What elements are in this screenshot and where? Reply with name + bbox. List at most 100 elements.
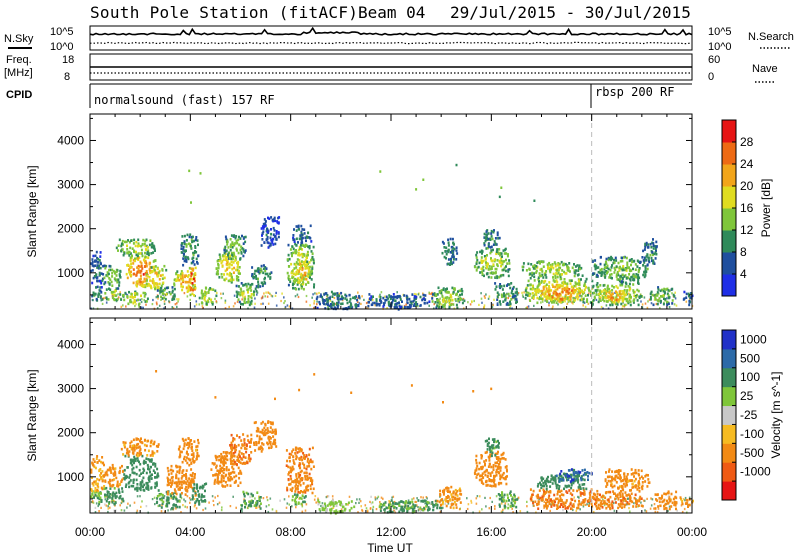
data-cell bbox=[341, 297, 344, 301]
data-cell bbox=[148, 468, 151, 471]
data-cell bbox=[313, 283, 316, 286]
data-cell bbox=[621, 256, 623, 260]
data-cell bbox=[129, 252, 132, 255]
data-cell bbox=[536, 261, 539, 265]
data-cell bbox=[644, 245, 647, 249]
data-cell bbox=[603, 266, 606, 270]
data-cell bbox=[516, 293, 519, 296]
data-cell bbox=[305, 455, 308, 458]
scatter-cell bbox=[318, 291, 320, 295]
data-cell bbox=[336, 306, 339, 310]
data-cell bbox=[627, 285, 630, 288]
data-cell bbox=[240, 282, 243, 285]
data-cell bbox=[191, 292, 194, 296]
data-cell bbox=[608, 257, 611, 260]
scatter-cell bbox=[478, 303, 480, 306]
data-cell bbox=[538, 297, 541, 301]
data-cell bbox=[226, 261, 229, 265]
data-cell bbox=[653, 262, 656, 265]
scatter-cell bbox=[221, 506, 223, 509]
data-cell bbox=[516, 290, 518, 294]
scatter-cell bbox=[123, 509, 126, 512]
scatter-cell bbox=[138, 305, 140, 308]
scatter-cell bbox=[446, 298, 448, 301]
data-cell bbox=[452, 303, 455, 306]
data-cell bbox=[616, 303, 619, 306]
data-cell bbox=[108, 287, 110, 291]
scatter-cell bbox=[183, 292, 186, 295]
data-cell bbox=[185, 469, 188, 472]
data-cell bbox=[143, 469, 146, 472]
station-title: South Pole Station (fitACF) bbox=[90, 3, 358, 22]
data-cell bbox=[475, 262, 478, 266]
data-cell bbox=[247, 439, 250, 442]
scatter-cell bbox=[577, 495, 579, 498]
data-cell bbox=[305, 263, 308, 266]
scatter-cell bbox=[184, 505, 186, 508]
data-cell bbox=[125, 272, 128, 276]
data-cell bbox=[664, 297, 667, 301]
data-cell bbox=[236, 241, 239, 245]
data-cell bbox=[573, 263, 575, 266]
data-cell bbox=[180, 247, 183, 250]
data-cell bbox=[446, 287, 448, 291]
data-cell bbox=[522, 262, 525, 265]
data-cell bbox=[286, 459, 289, 463]
data-cell bbox=[591, 279, 594, 283]
data-cell bbox=[255, 274, 257, 278]
data-cell bbox=[185, 443, 188, 446]
scatter-cell bbox=[288, 495, 290, 498]
data-cell bbox=[96, 484, 99, 487]
data-cell bbox=[272, 440, 275, 444]
data-cell bbox=[651, 259, 653, 263]
scatter-cell bbox=[519, 510, 522, 513]
data-cell bbox=[302, 252, 305, 256]
scatter-cell bbox=[639, 293, 642, 296]
scatter-cell bbox=[312, 293, 314, 296]
data-cell bbox=[242, 292, 245, 295]
scatter-cell bbox=[420, 496, 422, 499]
data-cell bbox=[176, 500, 179, 503]
data-cell bbox=[264, 272, 267, 276]
data-cell bbox=[298, 447, 301, 450]
data-cell bbox=[554, 262, 557, 266]
data-cell bbox=[90, 468, 93, 472]
data-cell bbox=[132, 484, 135, 488]
data-cell bbox=[194, 286, 197, 290]
data-cell bbox=[412, 304, 415, 307]
scatter-cell bbox=[260, 297, 263, 300]
data-cell bbox=[305, 488, 308, 492]
data-cell bbox=[455, 258, 458, 261]
data-cell bbox=[306, 460, 309, 463]
data-cell bbox=[166, 496, 169, 499]
data-cell bbox=[577, 273, 580, 276]
data-cell bbox=[308, 476, 311, 480]
data-cell bbox=[614, 268, 617, 272]
data-cell bbox=[217, 480, 220, 484]
data-cell bbox=[303, 500, 306, 504]
data-cell bbox=[527, 294, 529, 297]
data-cell bbox=[636, 293, 638, 297]
data-cell bbox=[311, 252, 314, 255]
data-cell bbox=[335, 509, 338, 512]
data-cell bbox=[300, 252, 303, 256]
data-cell bbox=[149, 285, 152, 288]
data-cell bbox=[618, 292, 621, 296]
data-cell bbox=[200, 495, 203, 499]
data-cell bbox=[529, 287, 532, 291]
data-cell bbox=[195, 257, 198, 261]
data-cell bbox=[141, 254, 144, 258]
data-cell bbox=[335, 303, 338, 307]
data-cell bbox=[92, 458, 95, 461]
data-cell bbox=[103, 276, 106, 280]
data-cell bbox=[235, 239, 238, 243]
data-cell bbox=[618, 266, 621, 270]
data-cell bbox=[228, 478, 230, 481]
data-cell bbox=[247, 300, 250, 303]
data-cell bbox=[137, 252, 140, 255]
data-cell bbox=[649, 292, 652, 296]
scatter-cell bbox=[485, 293, 487, 296]
data-cell bbox=[347, 501, 350, 505]
data-cell bbox=[130, 484, 133, 488]
data-cell bbox=[596, 266, 599, 270]
